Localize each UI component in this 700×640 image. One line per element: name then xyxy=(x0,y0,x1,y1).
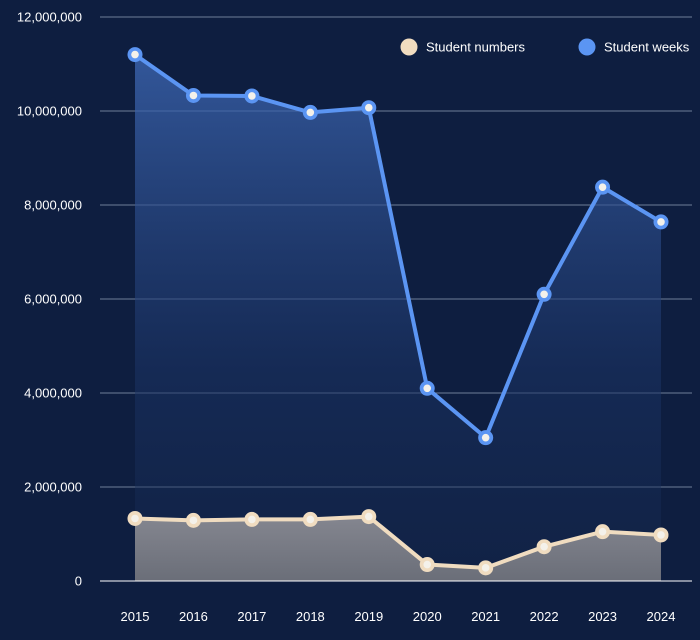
data-point[interactable] xyxy=(185,512,201,528)
data-point[interactable] xyxy=(244,88,260,104)
data-point[interactable] xyxy=(127,47,143,63)
data-point-center xyxy=(481,564,490,572)
series-line-2 xyxy=(133,52,663,440)
data-point-center xyxy=(540,290,548,299)
data-point-center xyxy=(423,384,432,393)
series-area-2 xyxy=(135,54,661,582)
x-tick-label: 2015 xyxy=(121,609,150,624)
legend-item[interactable]: Student numbers xyxy=(400,38,526,56)
data-point[interactable] xyxy=(478,430,494,446)
data-point-center xyxy=(598,183,607,191)
x-tick-label: 2018 xyxy=(296,609,325,624)
data-point[interactable] xyxy=(419,557,435,573)
data-point[interactable] xyxy=(361,100,377,116)
data-point-center xyxy=(598,527,607,536)
data-point-center xyxy=(540,542,548,551)
data-point[interactable] xyxy=(302,511,318,527)
x-tick-label: 2020 xyxy=(413,609,442,624)
y-tick-label: 4,000,000 xyxy=(24,386,82,401)
data-point-center xyxy=(364,512,373,521)
axes: 0 2,000,000 4,000,000 6,000,000 8,000,000 10,… xyxy=(17,10,692,624)
x-tick-label: 2023 xyxy=(588,609,617,624)
data-point-center xyxy=(131,50,139,59)
x-tick-label: 2022 xyxy=(530,609,559,624)
data-point[interactable] xyxy=(653,214,669,230)
x-tick-label: 2017 xyxy=(237,609,266,624)
data-point[interactable] xyxy=(244,511,260,527)
data-point-center xyxy=(481,433,490,442)
legend-label: Student weeks xyxy=(604,40,690,55)
data-point-center xyxy=(657,531,665,539)
data-point[interactable] xyxy=(361,509,377,525)
legend-label: Student numbers xyxy=(426,40,526,55)
y-tick-label: 8,000,000 xyxy=(24,198,82,213)
y-tick-label: 12,000,000 xyxy=(17,10,82,25)
data-point-center xyxy=(657,218,665,226)
y-tick-label: 10,000,000 xyxy=(17,104,82,119)
legend-swatch xyxy=(400,38,418,56)
data-point[interactable] xyxy=(127,510,143,526)
series-points xyxy=(127,47,669,576)
data-point-center xyxy=(248,515,256,524)
data-point[interactable] xyxy=(595,524,611,540)
data-point-center xyxy=(364,103,373,112)
legend-item[interactable]: Student weeks xyxy=(578,38,690,56)
legend: Student numbers Student weeks xyxy=(400,38,690,56)
data-point-center xyxy=(189,516,198,525)
data-point-center xyxy=(189,91,198,100)
data-point[interactable] xyxy=(653,527,669,543)
y-tick-label: 2,000,000 xyxy=(24,480,82,495)
x-tick-label: 2019 xyxy=(354,609,383,624)
data-point[interactable] xyxy=(536,539,552,555)
data-point[interactable] xyxy=(419,380,435,396)
data-point-center xyxy=(423,560,432,569)
data-point-center xyxy=(131,514,139,523)
data-point[interactable] xyxy=(595,179,611,195)
series-areas xyxy=(135,54,661,582)
legend-swatch xyxy=(578,38,596,56)
data-point-center xyxy=(306,108,315,117)
series-lines xyxy=(133,52,663,570)
y-tick-label: 0 xyxy=(75,574,82,589)
data-point[interactable] xyxy=(185,87,201,103)
data-point[interactable] xyxy=(302,104,318,120)
x-tick-label: 2016 xyxy=(179,609,208,624)
y-tick-label: 6,000,000 xyxy=(24,292,82,307)
data-point[interactable] xyxy=(536,286,552,302)
x-tick-label: 2021 xyxy=(471,609,500,624)
data-point[interactable] xyxy=(478,560,494,576)
data-point-center xyxy=(248,92,256,100)
series-area-1 xyxy=(135,516,661,581)
series-line-1 xyxy=(133,514,663,570)
data-point-center xyxy=(306,515,315,524)
x-tick-label: 2024 xyxy=(647,609,676,624)
